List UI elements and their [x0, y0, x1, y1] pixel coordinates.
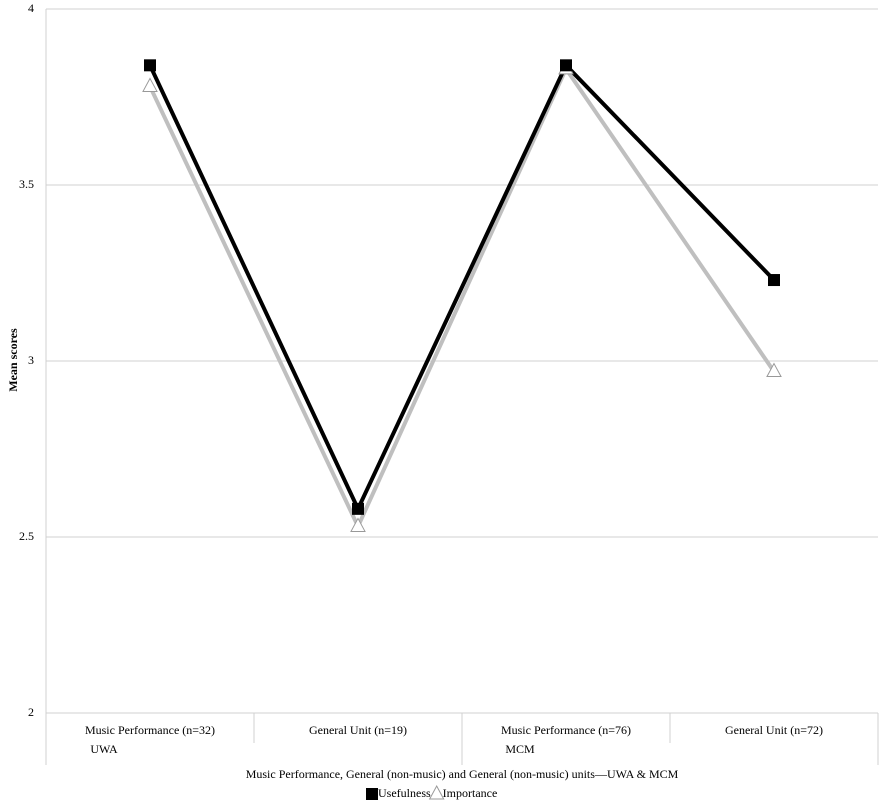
- marker: [350, 517, 366, 532]
- marker: [352, 502, 364, 515]
- legend-label: Importance: [443, 786, 498, 800]
- legend-label: Usefulness: [378, 786, 431, 800]
- y-tick-label: 2: [28, 705, 34, 719]
- marker: [560, 59, 572, 72]
- x-tick-label: General Unit (n=19): [309, 723, 407, 737]
- y-tick-label: 4: [28, 1, 34, 15]
- marker: [768, 274, 780, 287]
- x-tick-label: Music Performance (n=32): [85, 723, 215, 737]
- group-label: MCM: [505, 742, 535, 756]
- group-label: UWA: [90, 742, 118, 756]
- x-tick-label: Music Performance (n=76): [501, 723, 631, 737]
- marker: [142, 77, 158, 92]
- y-tick-label: 3.5: [19, 177, 34, 191]
- x-axis-title: Music Performance, General (non-music) a…: [246, 767, 679, 781]
- marker: [144, 59, 156, 72]
- y-tick-label: 2.5: [19, 529, 34, 543]
- series-line: [148, 66, 776, 529]
- x-tick-label: General Unit (n=72): [725, 723, 823, 737]
- legend-marker: [428, 784, 445, 800]
- marker: [766, 362, 782, 378]
- y-axis-title: Mean scores: [6, 328, 20, 392]
- legend-marker: [366, 788, 378, 800]
- series-line: [148, 63, 776, 511]
- y-tick-label: 3: [28, 353, 34, 367]
